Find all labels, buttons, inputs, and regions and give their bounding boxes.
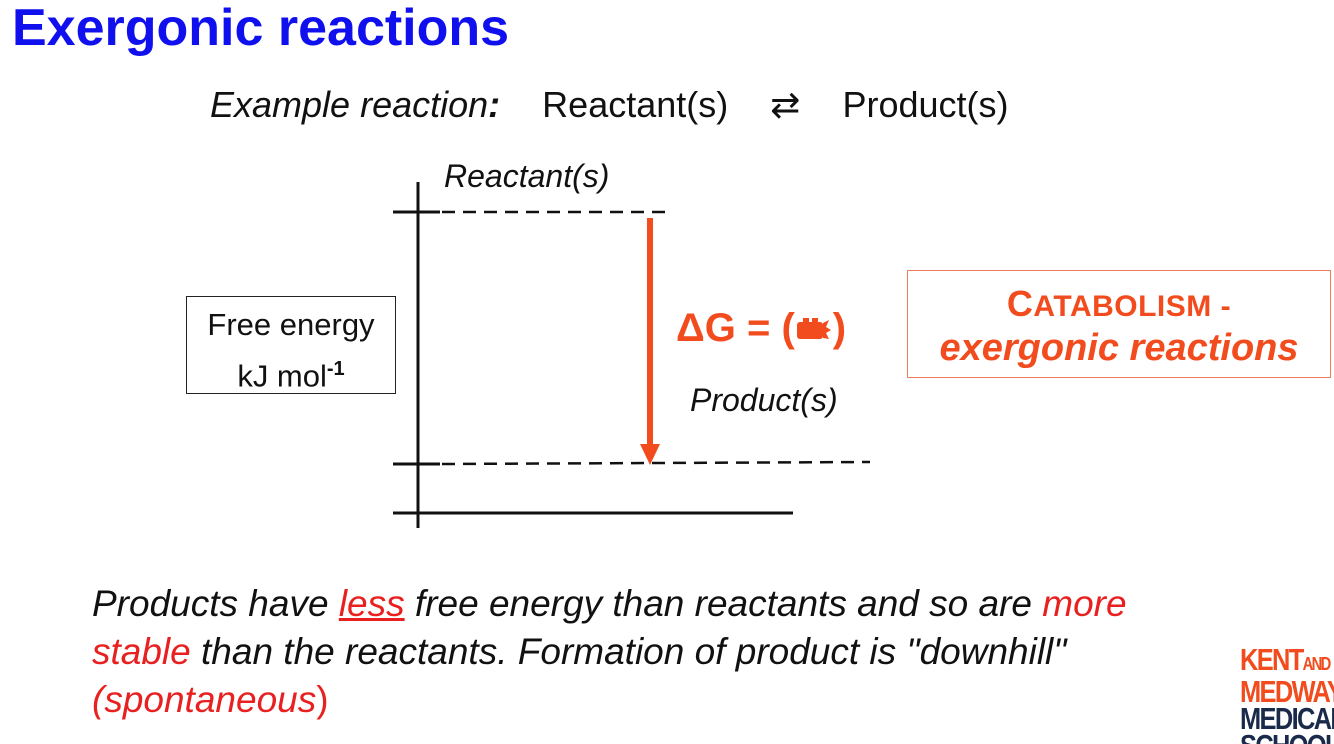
example-reactants: Reactant(s) bbox=[542, 84, 729, 125]
catabolism-rest: ATABOLISM - bbox=[1033, 290, 1232, 323]
y-axis-label-line2: kJ mol-1 bbox=[187, 347, 395, 398]
logo-line1: KENTAND bbox=[1240, 644, 1331, 678]
logo-line4: SCHOOL bbox=[1240, 730, 1334, 744]
catabolism-subheading: exergonic reactions bbox=[939, 327, 1299, 369]
statement-text: Products have less free energy than reac… bbox=[92, 580, 1232, 724]
statement-close-paren: ) bbox=[316, 679, 329, 720]
kent-medway-logo: KENTAND MEDWAY MEDICAL SCHOOL bbox=[1240, 644, 1334, 744]
delta-g-text: ΔG = ( bbox=[676, 306, 795, 350]
y-axis-unit: kJ mol bbox=[237, 358, 327, 394]
catabolism-heading: CATABOLISM - bbox=[908, 283, 1330, 325]
statement-less: less bbox=[338, 583, 405, 624]
product-level-line bbox=[441, 460, 871, 466]
page-title: Exergonic reactions bbox=[12, 0, 510, 57]
negative-sign-icon bbox=[795, 308, 833, 339]
product-level-label: Product(s) bbox=[690, 382, 838, 418]
catabolism-initial: C bbox=[1006, 283, 1034, 324]
example-label: Example bbox=[210, 84, 351, 125]
y-axis-label-line1: Free energy bbox=[207, 307, 375, 342]
y-axis-unit-exponent: -1 bbox=[326, 358, 345, 380]
statement-more-stable: more stable bbox=[92, 583, 1127, 672]
delta-g-close: ) bbox=[832, 306, 847, 350]
reaction-label: reaction bbox=[360, 84, 489, 125]
equilibrium-arrows-icon: ⇄ bbox=[770, 84, 801, 125]
statement-part3: than the reactants. Formation of product… bbox=[190, 631, 1067, 672]
statement-spontaneous: (spontaneous bbox=[92, 679, 317, 720]
delta-g-arrowhead-icon bbox=[640, 444, 660, 465]
logo-line3: MEDICAL bbox=[1240, 701, 1334, 736]
delta-g-equation: ΔG = () bbox=[676, 306, 846, 351]
y-axis-label-box: Free energy kJ mol-1 bbox=[186, 296, 396, 394]
logo-and: AND bbox=[1302, 654, 1332, 674]
logo-kent: KENT bbox=[1240, 642, 1304, 677]
example-reaction: Example reaction: Reactant(s) ⇄ Product(… bbox=[210, 84, 1009, 126]
catabolism-box: CATABOLISM - exergonic reactions bbox=[907, 270, 1331, 378]
reactant-level-label: Reactant(s) bbox=[444, 158, 610, 194]
logo-line2: MEDWAY bbox=[1240, 674, 1334, 709]
statement-part1: Products have bbox=[92, 583, 339, 624]
example-colon: : bbox=[488, 84, 501, 125]
example-products: Product(s) bbox=[842, 84, 1009, 125]
statement-part2: free energy than reactants and so are bbox=[404, 583, 1043, 624]
